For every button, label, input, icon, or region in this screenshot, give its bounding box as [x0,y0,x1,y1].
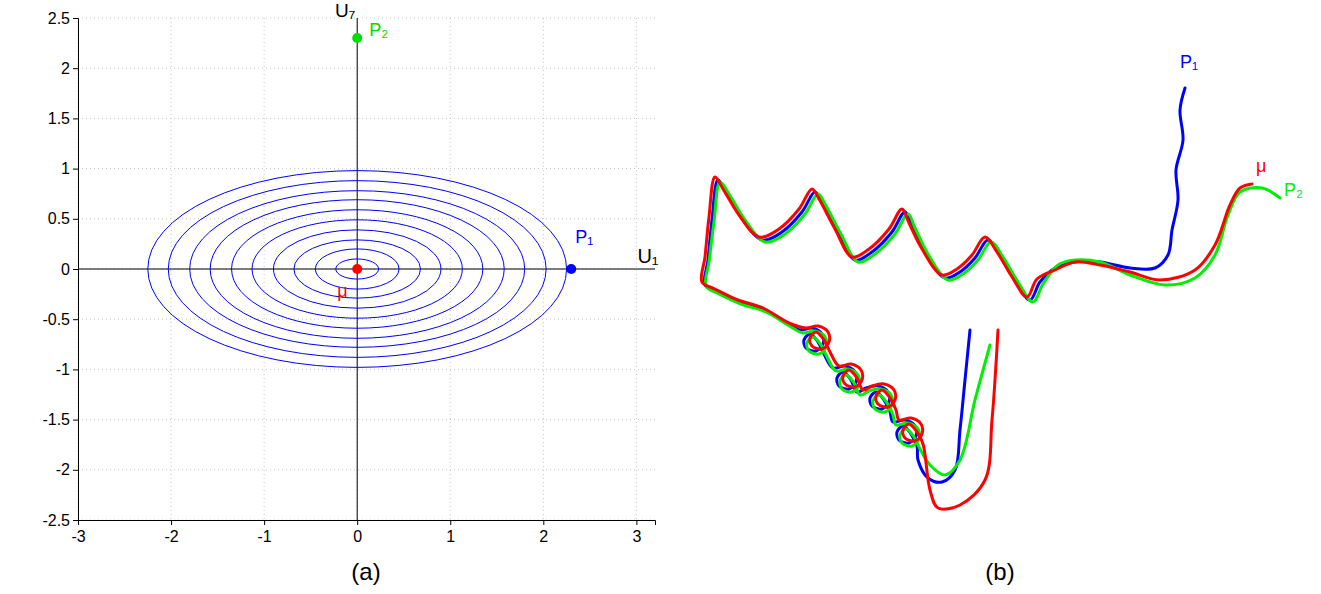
x-tick: 2 [539,520,548,545]
y-tick: 1 [61,160,78,177]
x-tick: 1 [446,520,455,545]
panel-title: (a) [351,558,380,585]
y-tick-mark [73,219,78,220]
x-tick-label: -3 [71,528,85,545]
x-tick-label: 2 [539,528,548,545]
y-axis-title: U₇ [335,0,355,21]
y-tick-label: -0.5 [42,311,70,328]
y-tick: -0.5 [42,311,78,328]
x-tick: 0 [353,520,362,545]
point-marker [352,33,362,43]
contour-ellipse [336,259,379,279]
y-tick: -2.5 [42,512,78,529]
series-label: μ [1256,156,1266,176]
y-tick-label: 1 [61,160,70,177]
x-axis-title: U₁ [637,245,658,267]
x-tick-label: 3 [632,528,641,545]
grid-line-y [78,369,655,370]
plot-marks [701,88,1280,509]
contour-ellipse [273,230,441,308]
y-tick-mark [73,319,78,320]
figure: -3 -2 -1 0 1 2 3 -2.5 -2 -1.5 -1 -0.5 0 0.5 1 1.5 2 2.5 P₁… [0,0,1321,594]
y-tick-mark [73,118,78,119]
y-tick-mark [73,470,78,471]
series-label: P₁ [1180,52,1198,72]
x-tick-label: -1 [258,528,272,545]
y-tick: 1.5 [48,110,78,127]
grid-line-y [78,168,655,169]
series-label: μ [337,281,347,301]
x-tick-mark [171,520,172,525]
grid-line-y [78,118,655,119]
y-tick: -1 [56,361,78,378]
backbone-curve [701,177,1252,509]
series-label: P₂ [1284,180,1303,200]
backbone-curve [704,88,1185,482]
grid-line-y [78,319,655,320]
y-tick: -2 [56,461,78,478]
contour-ellipse [210,200,504,339]
y-tick: 2.5 [48,10,78,27]
x-tick-mark [636,520,637,525]
y-tick: 2 [61,60,78,77]
contour-ellipse [148,171,567,368]
grid-line-y [78,68,655,69]
y-axis: -2.5 -2 -1.5 -1 -0.5 0 0.5 1 1.5 2 2.5 [42,10,78,529]
y-tick-mark [73,169,78,170]
y-tick-mark [73,269,78,270]
y-tick-label: -1.5 [42,411,70,428]
x-tick-mark [357,520,358,525]
panel-1: P₁ P₂ μ (b) [701,52,1303,585]
x-tick-label: -2 [164,528,178,545]
contour-ellipse [168,181,546,358]
y-tick-label: -2 [56,461,70,478]
x-tick-mark [264,520,265,525]
y-tick-mark [73,68,78,69]
grid-line-y [78,419,655,420]
x-tick: -3 [71,520,85,545]
y-tick-label: 0.5 [48,210,70,227]
y-tick-label: -2.5 [42,512,70,529]
y-tick-mark [73,369,78,370]
series-labels: P₁ P₂ μ [337,20,593,301]
y-tick-label: -1 [56,361,70,378]
series-label: P₂ [369,20,388,40]
contour-ellipse [190,191,525,348]
y-tick: -1.5 [42,411,78,428]
y-tick-label: 0 [61,261,70,278]
x-tick-mark [543,520,544,525]
point-marker [566,264,576,274]
y-tick-mark [73,18,78,19]
plot-marks [148,33,576,367]
y-tick-mark [73,520,78,521]
y-tick-label: 2 [61,60,70,77]
panel-0: -3 -2 -1 0 1 2 3 -2.5 -2 -1.5 -1 -0.5 0 0.5 1 1.5 2 2.5 P₁… [42,0,658,585]
contour-ellipse [232,210,483,328]
y-tick: 0.5 [48,210,78,227]
x-tick-label: 0 [353,528,362,545]
contour-ellipse [315,249,399,289]
contour-ellipse [252,220,462,318]
y-tick-label: 2.5 [48,10,70,27]
grid-line-y [78,18,655,19]
y-axis-line [73,19,79,521]
x-axis: -3 -2 -1 0 1 2 3 [71,520,655,545]
x-tick: -1 [258,520,272,545]
x-tick: -2 [164,520,178,545]
y-tick: 0 [61,261,78,278]
series-label: P₁ [575,227,593,247]
point-marker [352,264,362,274]
grid-line-y [78,218,655,219]
x-axis-line [79,521,656,526]
series-labels: P₁ P₂ μ [1180,52,1303,200]
x-tick-label: 1 [446,528,455,545]
x-tick-mark [450,520,451,525]
panel-title: (b) [985,558,1014,585]
grid-line-y [78,469,655,470]
x-tick: 3 [632,520,641,545]
y-tick-mark [73,420,78,421]
contour-ellipse [294,240,421,298]
grid [78,18,655,520]
y-tick-label: 1.5 [48,110,70,127]
